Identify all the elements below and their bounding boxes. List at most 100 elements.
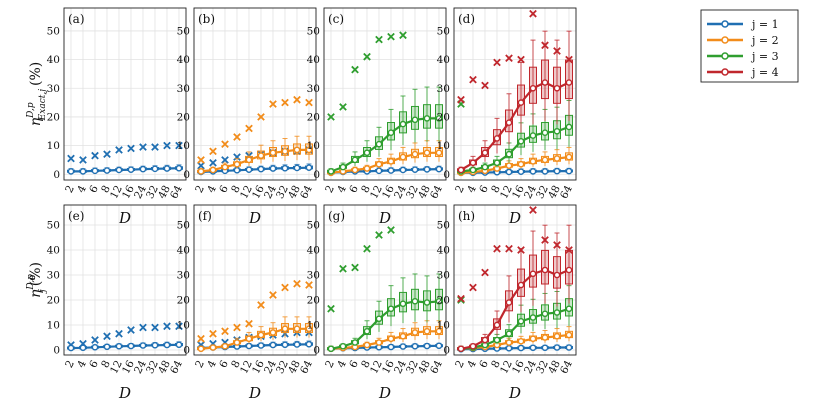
outlier-mark (209, 158, 217, 167)
panel-label: (c) (328, 12, 344, 26)
data-point (435, 165, 443, 173)
y-label-symbol: η (28, 289, 44, 298)
y-tick-label: 40 (307, 54, 320, 66)
outlier-mark (175, 141, 183, 150)
data-point (541, 156, 549, 164)
data-point (305, 325, 313, 333)
outlier-mark (305, 98, 313, 107)
data-point (175, 341, 183, 349)
x-tick-label: 24 (132, 358, 149, 376)
y-tick-label: 0 (183, 169, 190, 181)
x-tick-label: 6 (477, 358, 491, 370)
data-point (221, 342, 229, 350)
x-tick-label: 2 (193, 184, 207, 196)
data-point (197, 168, 205, 175)
x-tick-label: 6 (217, 183, 231, 195)
series-line (200, 166, 310, 174)
x-tick-label: 12 (238, 359, 255, 376)
y-tick-label: 30 (47, 83, 60, 95)
y-tick-label: 50 (437, 220, 450, 232)
y-tick-label: 0 (443, 169, 450, 181)
series-line (71, 167, 180, 173)
outlier-mark (197, 334, 205, 343)
legend-marker (721, 20, 729, 28)
series-j2 (197, 95, 313, 175)
x-tick-label: 12 (108, 359, 125, 376)
y-tick-label: 10 (177, 140, 190, 152)
data-point (541, 129, 549, 136)
data-point (351, 156, 359, 164)
outlier-mark (209, 147, 217, 156)
outlier-mark (293, 95, 301, 104)
x-axis-label: D (118, 209, 131, 227)
x-tick-label: 12 (498, 359, 515, 376)
data-point (411, 116, 419, 124)
data-point (387, 167, 395, 174)
data-point (469, 342, 477, 350)
y-label-sub: j (38, 289, 48, 294)
x-tick-label: 16 (250, 358, 267, 376)
data-point (245, 342, 253, 350)
outlier-mark (387, 226, 395, 234)
outlier-mark (245, 124, 253, 133)
outlier-mark (481, 81, 489, 90)
series-line (460, 156, 570, 174)
data-point (505, 344, 513, 352)
data-point (411, 150, 419, 158)
outlier-mark (457, 95, 465, 104)
x-tick-label: 24 (262, 183, 279, 201)
data-point (423, 327, 431, 335)
data-point (293, 146, 301, 154)
series-line (200, 327, 309, 350)
data-point (293, 341, 301, 348)
x-tick-label: 24 (522, 183, 539, 201)
x-tick-label: 2 (323, 184, 337, 196)
outlier-mark (175, 322, 183, 331)
y-tick-label: 30 (307, 83, 320, 95)
outlier-mark (91, 336, 99, 344)
x-tick-label: 48 (546, 359, 563, 376)
x-tick-label: 24 (392, 183, 409, 201)
data-point (139, 342, 147, 349)
data-point (387, 305, 395, 313)
x-tick-label: 4 (75, 358, 89, 370)
x-tick-label: 64 (298, 358, 315, 376)
data-point (245, 166, 253, 173)
x-tick-label: 16 (120, 183, 137, 201)
data-point (529, 314, 537, 321)
data-point (163, 341, 171, 349)
x-tick-label: 32 (274, 184, 291, 201)
outlier-mark (221, 327, 229, 336)
data-point (565, 167, 573, 175)
x-tick-label: 16 (120, 358, 137, 376)
data-point (209, 166, 217, 174)
y-tick-label: 0 (313, 345, 320, 357)
data-point (375, 339, 383, 346)
outlier-mark (553, 241, 561, 249)
outlier-mark (115, 146, 123, 154)
x-tick-label: 8 (99, 184, 113, 196)
data-point (363, 165, 371, 172)
outlier-mark (565, 55, 573, 64)
data-point (293, 164, 301, 172)
outlier-mark (139, 323, 147, 332)
outlier-mark (517, 246, 525, 254)
x-tick-label: 12 (368, 359, 385, 376)
data-point (281, 148, 289, 155)
data-point (541, 266, 549, 274)
outlier-mark (127, 326, 135, 334)
outlier-mark (79, 156, 87, 164)
x-tick-label: 8 (99, 359, 113, 371)
series-line (460, 81, 570, 171)
outlier-mark (339, 103, 347, 111)
data-point (327, 168, 335, 175)
y-tick-label: 30 (437, 270, 450, 282)
outlier-mark (469, 75, 477, 84)
data-point (387, 335, 395, 343)
outlier-mark (553, 47, 561, 55)
data-point (375, 167, 383, 175)
x-tick-label: 12 (368, 184, 385, 201)
y-tick-label: 10 (47, 320, 60, 332)
x-tick-label: 8 (229, 359, 243, 371)
series-line (460, 307, 570, 350)
